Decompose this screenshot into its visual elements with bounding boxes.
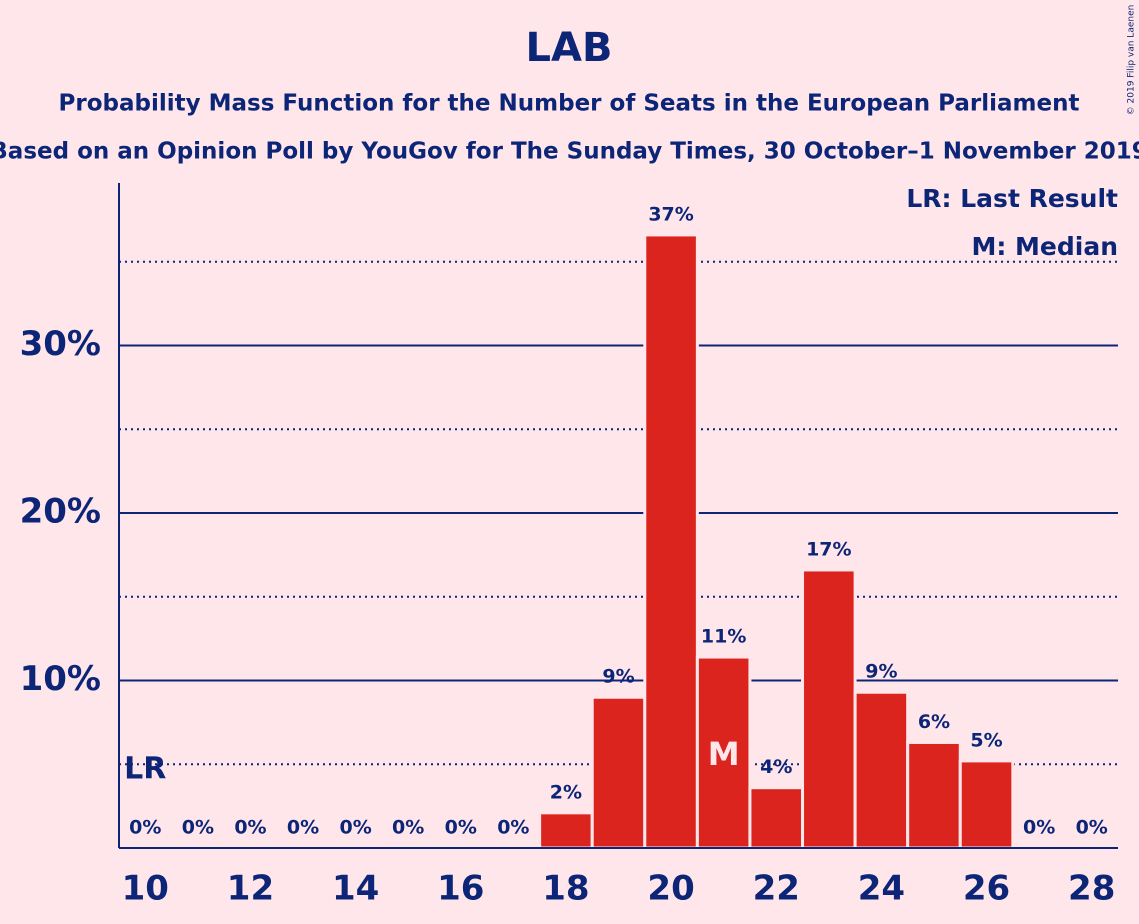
bar — [853, 690, 910, 850]
chart-subtitle: Based on an Opinion Poll by YouGov for T… — [0, 139, 1139, 165]
value-label: 0% — [1076, 817, 1108, 839]
bar — [643, 233, 699, 850]
legend-entry: LR: Last Result — [906, 184, 1118, 213]
chart-subtitle: Probability Mass Function for the Number… — [59, 91, 1080, 117]
value-label: 0% — [129, 817, 161, 839]
value-label: 0% — [392, 817, 424, 839]
value-label: 0% — [287, 817, 319, 839]
bar — [695, 655, 752, 850]
value-label: 37% — [648, 203, 693, 225]
x-tick-label: 20 — [647, 869, 694, 909]
y-tick-label: 10% — [20, 659, 101, 699]
x-tick-label: 28 — [1068, 869, 1115, 909]
bar — [538, 811, 594, 850]
value-label: 0% — [234, 817, 266, 839]
value-label: 0% — [339, 817, 371, 839]
y-tick-label: 20% — [20, 491, 101, 531]
value-label: 0% — [497, 817, 529, 839]
credit: © 2019 Filip van Laenen — [1127, 5, 1137, 116]
value-label: 6% — [918, 711, 950, 733]
value-label: 17% — [806, 538, 851, 560]
y-tick-label: 30% — [20, 324, 101, 364]
x-tick-label: 10 — [122, 869, 169, 909]
bar — [801, 568, 857, 850]
x-tick-label: 12 — [227, 869, 274, 909]
x-tick-label: 22 — [753, 869, 800, 909]
value-label: 9% — [865, 661, 897, 683]
value-label: 11% — [701, 626, 746, 648]
value-label: 5% — [970, 729, 1002, 751]
bar — [958, 759, 1015, 850]
bar — [748, 786, 805, 850]
legend-entry: M: Median — [971, 232, 1118, 261]
value-label: 0% — [1023, 817, 1055, 839]
x-tick-label: 16 — [437, 869, 484, 909]
value-label: 0% — [445, 817, 477, 839]
chart-title: LAB — [526, 25, 613, 71]
value-label: 4% — [760, 756, 792, 778]
last-result-label: LR — [124, 752, 166, 787]
value-label: 9% — [602, 666, 634, 688]
x-tick-label: 24 — [858, 869, 905, 909]
value-label: 2% — [550, 781, 582, 803]
x-tick-label: 26 — [963, 869, 1010, 909]
bar — [906, 740, 962, 850]
bar — [590, 695, 647, 850]
value-label: 0% — [182, 817, 214, 839]
x-tick-label: 14 — [332, 869, 379, 909]
x-tick-label: 18 — [542, 869, 589, 909]
median-label: M — [708, 735, 740, 773]
